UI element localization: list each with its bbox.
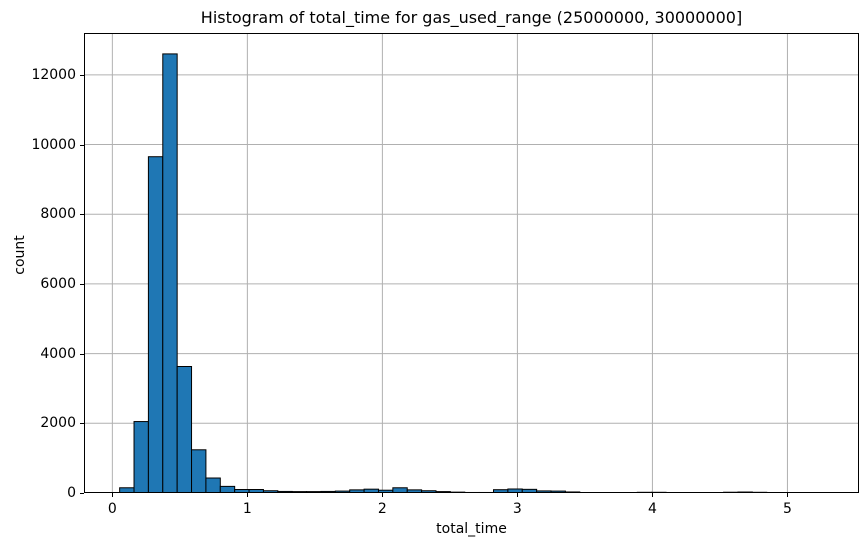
y-tick-mark (80, 144, 84, 146)
x-tick-label: 3 (512, 501, 522, 517)
y-tick-mark (80, 423, 84, 425)
y-tick-mark (80, 493, 84, 494)
x-tick-mark (247, 493, 249, 497)
histogram-canvas (84, 33, 859, 493)
x-tick-label: 5 (782, 501, 792, 517)
y-tick-label: 0 (67, 485, 76, 501)
y-tick-label: 10000 (31, 136, 76, 153)
y-tick-mark (80, 214, 84, 216)
x-tick-label: 4 (647, 501, 657, 517)
histogram-bar (133, 421, 149, 493)
histogram-bar (176, 366, 193, 493)
histogram-bar (162, 53, 178, 493)
x-tick-mark (112, 493, 114, 497)
chart-title: Histogram of total_time for gas_used_ran… (200, 8, 743, 27)
y-tick-label: 2000 (40, 415, 76, 432)
x-tick-mark (787, 493, 789, 497)
plot-area (84, 33, 859, 493)
x-tick-label: 0 (107, 501, 117, 517)
axes-spines (84, 33, 859, 493)
x-tick-mark (652, 493, 654, 497)
histogram-bar (191, 449, 207, 493)
x-tick-label: 1 (242, 501, 252, 517)
y-tick-label: 6000 (40, 275, 76, 292)
x-tick-mark (517, 493, 519, 497)
x-tick-mark (382, 493, 384, 497)
histogram-bar (205, 477, 221, 493)
x-tick-label: 2 (377, 501, 387, 517)
y-tick-mark (80, 74, 84, 76)
x-axis-label: total_time (436, 521, 507, 537)
y-tick-label: 12000 (31, 66, 76, 83)
y-tick-mark (80, 283, 84, 285)
y-axis-label: count (12, 235, 28, 275)
y-tick-label: 8000 (40, 206, 76, 223)
y-tick-label: 4000 (40, 345, 76, 362)
histogram-bar (147, 156, 164, 493)
y-tick-mark (80, 353, 84, 355)
